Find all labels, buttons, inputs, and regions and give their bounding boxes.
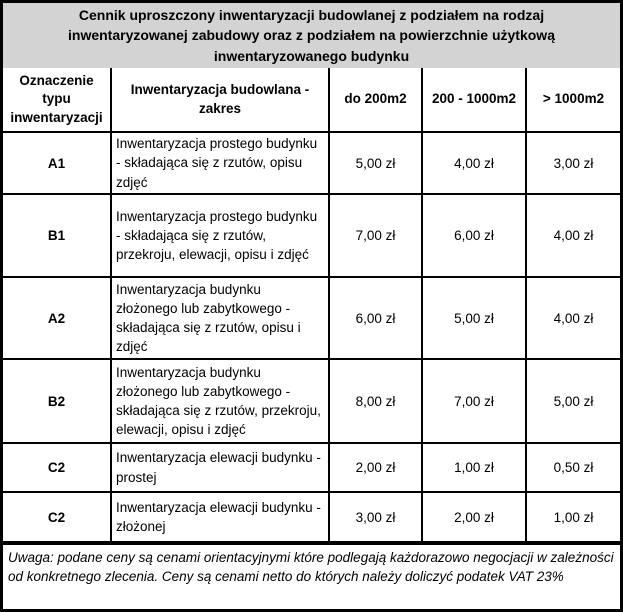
table-row: B1 Inwentaryzacja prostego budynku - skł… [3, 193, 620, 278]
price-cell-large: 3,00 zł [525, 131, 620, 195]
price-cell-small: 2,00 zł [328, 442, 423, 493]
column-header-up-to-200m2: do 200m2 [328, 68, 423, 133]
type-cell: B2 [3, 358, 112, 444]
table-row: A2 Inwentaryzacja budynku złożonego lub … [3, 276, 620, 360]
price-cell-large: 0,50 zł [525, 442, 620, 493]
type-cell: A1 [3, 131, 112, 195]
table-row: B2 Inwentaryzacja budynku złożonego lub … [3, 358, 620, 444]
table-row: A1 Inwentaryzacja prostego budynku - skł… [3, 131, 620, 195]
column-header-over-1000m2: > 1000m2 [525, 68, 620, 133]
price-cell-small: 8,00 zł [328, 358, 423, 444]
scope-cell: Inwentaryzacja prostego budynku - składa… [110, 131, 330, 195]
pricing-note: Uwaga: podane ceny są cenami orientacyjn… [3, 543, 620, 589]
price-cell-small: 3,00 zł [328, 491, 423, 543]
table-row: C2 Inwentaryzacja elewacji budynku - pro… [3, 442, 620, 493]
price-cell-medium: 7,00 zł [421, 358, 527, 444]
column-header-200-1000m2: 200 - 1000m2 [421, 68, 527, 133]
price-cell-medium: 1,00 zł [421, 442, 527, 493]
type-cell: C2 [3, 442, 112, 493]
pricing-table-title: Cennik uproszczony inwentaryzacji budowl… [3, 3, 620, 68]
pricing-table: Oznaczenie typu inwentaryzacji Inwentary… [3, 68, 620, 543]
column-header-scope: Inwentaryzacja budowlana - zakres [110, 68, 330, 133]
scope-cell: Inwentaryzacja budynku złożonego lub zab… [110, 358, 330, 444]
price-cell-large: 4,00 zł [525, 276, 620, 360]
type-cell: B1 [3, 193, 112, 278]
price-cell-small: 6,00 zł [328, 276, 423, 360]
price-cell-medium: 5,00 zł [421, 276, 527, 360]
price-cell-medium: 4,00 zł [421, 131, 527, 195]
scope-cell: Inwentaryzacja prostego budynku - składa… [110, 193, 330, 278]
price-cell-large: 5,00 zł [525, 358, 620, 444]
price-cell-small: 7,00 zł [328, 193, 423, 278]
column-header-type: Oznaczenie typu inwentaryzacji [3, 68, 112, 133]
table-header-row: Oznaczenie typu inwentaryzacji Inwentary… [3, 68, 620, 133]
table-row: C2 Inwentaryzacja elewacji budynku - zło… [3, 491, 620, 543]
scope-cell: Inwentaryzacja elewacji budynku - proste… [110, 442, 330, 493]
scope-cell: Inwentaryzacja elewacji budynku - złożon… [110, 491, 330, 543]
price-cell-large: 1,00 zł [525, 491, 620, 543]
type-cell: C2 [3, 491, 112, 543]
scope-cell: Inwentaryzacja budynku złożonego lub zab… [110, 276, 330, 360]
price-cell-large: 4,00 zł [525, 193, 620, 278]
price-cell-medium: 2,00 zł [421, 491, 527, 543]
price-cell-small: 5,00 zł [328, 131, 423, 195]
type-cell: A2 [3, 276, 112, 360]
price-cell-medium: 6,00 zł [421, 193, 527, 278]
